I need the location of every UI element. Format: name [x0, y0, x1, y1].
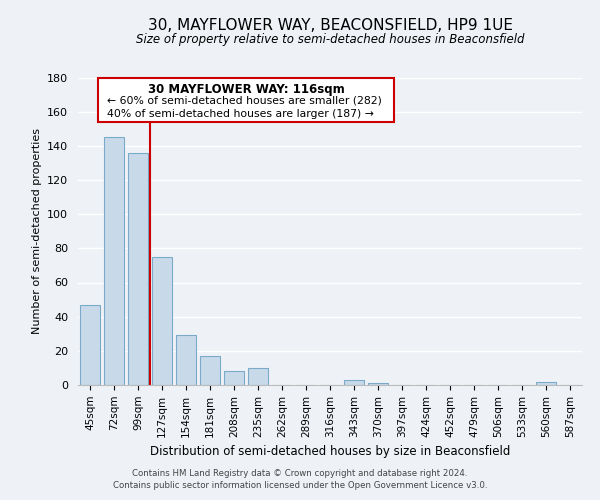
FancyBboxPatch shape	[98, 78, 394, 122]
Bar	[536, 382, 556, 385]
Text: 40% of semi-detached houses are larger (187) →: 40% of semi-detached houses are larger (…	[107, 109, 374, 119]
X-axis label: Distribution of semi-detached houses by size in Beaconsfield: Distribution of semi-detached houses by …	[150, 445, 510, 458]
Bar	[104, 138, 124, 385]
Y-axis label: Number of semi-detached properties: Number of semi-detached properties	[32, 128, 41, 334]
Bar	[248, 368, 268, 385]
Bar	[224, 372, 244, 385]
Bar	[80, 304, 100, 385]
Text: ← 60% of semi-detached houses are smaller (282): ← 60% of semi-detached houses are smalle…	[107, 96, 382, 106]
Text: 30 MAYFLOWER WAY: 116sqm: 30 MAYFLOWER WAY: 116sqm	[148, 84, 344, 96]
Bar	[176, 336, 196, 385]
Bar	[368, 384, 388, 385]
Text: Contains HM Land Registry data © Crown copyright and database right 2024.: Contains HM Land Registry data © Crown c…	[132, 468, 468, 477]
Bar	[344, 380, 364, 385]
Bar	[152, 257, 172, 385]
Text: 30, MAYFLOWER WAY, BEACONSFIELD, HP9 1UE: 30, MAYFLOWER WAY, BEACONSFIELD, HP9 1UE	[148, 18, 512, 32]
Text: Size of property relative to semi-detached houses in Beaconsfield: Size of property relative to semi-detach…	[136, 32, 524, 46]
Bar	[200, 356, 220, 385]
Text: Contains public sector information licensed under the Open Government Licence v3: Contains public sector information licen…	[113, 481, 487, 490]
Bar	[128, 152, 148, 385]
